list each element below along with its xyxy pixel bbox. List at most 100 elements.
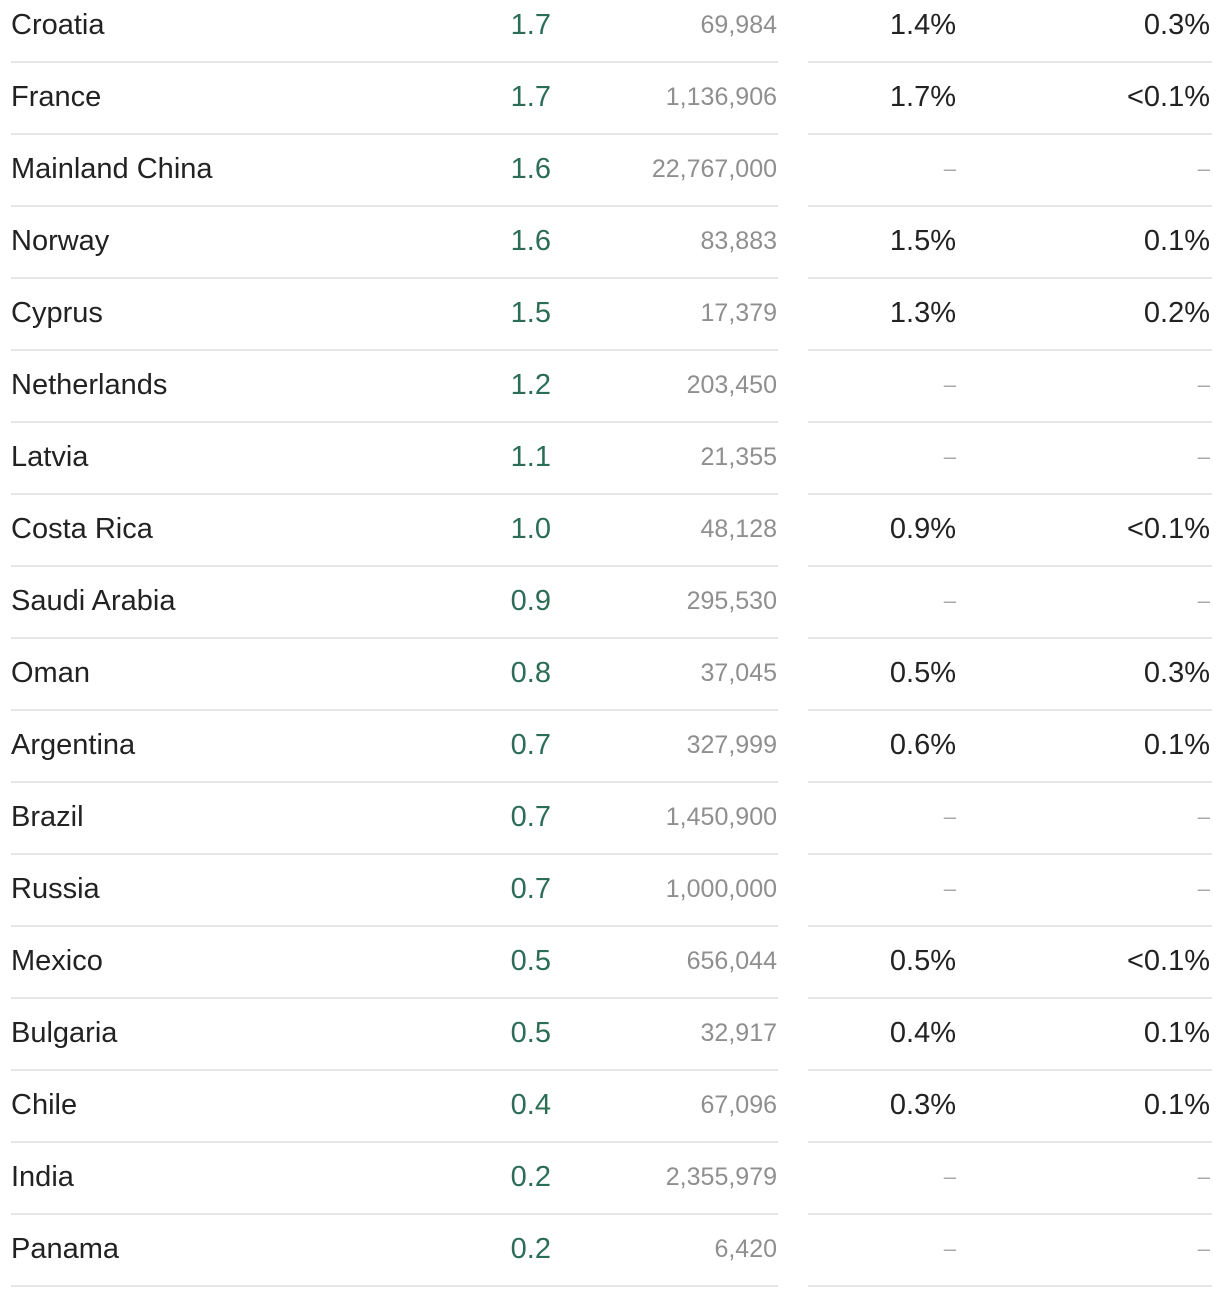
country-name-cell: Mexico (11, 945, 103, 977)
row-divider-left (11, 637, 778, 639)
row-divider-right (808, 1213, 1212, 1215)
rate-cell: 0.9 (510, 585, 551, 617)
table-row: Saudi Arabia 0.9 295,530 – – (0, 576, 1220, 648)
row-divider-left (11, 61, 778, 63)
country-name-cell: Brazil (11, 801, 84, 833)
row-divider-right (808, 205, 1212, 207)
country-name-cell: Mainland China (11, 153, 213, 185)
table-row: Russia 0.7 1,000,000 – – (0, 864, 1220, 936)
rate-cell: 0.7 (510, 801, 551, 833)
row-divider-right (808, 493, 1212, 495)
percent-first-cell: – (943, 804, 956, 829)
rate-cell: 0.7 (510, 729, 551, 761)
table-row: Mexico 0.5 656,044 0.5% <0.1% (0, 936, 1220, 1008)
country-name-cell: India (11, 1161, 74, 1193)
count-cell: 1,136,906 (665, 83, 777, 111)
table-row: Oman 0.8 37,045 0.5% 0.3% (0, 648, 1220, 720)
count-cell: 327,999 (686, 731, 777, 759)
country-name-cell: Costa Rica (11, 513, 153, 545)
table-row: Bulgaria 0.5 32,917 0.4% 0.1% (0, 1008, 1220, 1080)
row-divider-left (11, 133, 778, 135)
count-cell: 67,096 (700, 1091, 777, 1119)
rate-cell: 1.7 (510, 9, 551, 41)
rate-cell: 1.2 (510, 369, 551, 401)
row-divider-left (11, 277, 778, 279)
percent-first-cell: – (943, 156, 956, 181)
rate-cell: 1.0 (510, 513, 551, 545)
country-name-cell: Latvia (11, 441, 89, 473)
count-cell: 656,044 (686, 947, 777, 975)
percent-second-cell: – (1197, 372, 1210, 397)
row-divider-left (11, 493, 778, 495)
count-cell: 37,045 (700, 659, 777, 687)
row-divider-left (11, 1069, 778, 1071)
country-name-cell: Saudi Arabia (11, 585, 176, 617)
rate-cell: 0.7 (510, 873, 551, 905)
row-divider-right (808, 925, 1212, 927)
table-row: Panama 0.2 6,420 – – (0, 1224, 1220, 1296)
country-name-cell: Netherlands (11, 369, 168, 401)
count-cell: 1,450,900 (665, 803, 777, 831)
count-cell: 295,530 (686, 587, 777, 615)
row-divider-left (11, 1141, 778, 1143)
row-divider-left (11, 1213, 778, 1215)
table-row: Croatia 1.7 69,984 1.4% 0.3% (0, 0, 1220, 72)
row-divider-right (808, 1141, 1212, 1143)
row-divider-left (11, 925, 778, 927)
percent-second-cell: 0.2% (1143, 297, 1210, 329)
rate-cell: 0.5 (510, 945, 551, 977)
percent-first-cell: 1.5% (889, 225, 956, 257)
percent-first-cell: 0.5% (889, 945, 956, 977)
percent-second-cell: – (1197, 444, 1210, 469)
count-cell: 32,917 (700, 1019, 777, 1047)
count-cell: 48,128 (700, 515, 777, 543)
row-divider-left (11, 781, 778, 783)
row-divider-right (808, 781, 1212, 783)
rate-cell: 0.2 (510, 1161, 551, 1193)
row-divider-left (11, 853, 778, 855)
country-name-cell: Chile (11, 1089, 78, 1121)
percent-second-cell: 0.3% (1143, 9, 1210, 41)
rate-cell: 0.8 (510, 657, 551, 689)
row-divider-right (808, 709, 1212, 711)
percent-second-cell: 0.3% (1143, 657, 1210, 689)
count-cell: 1,000,000 (665, 875, 777, 903)
rate-cell: 1.1 (510, 441, 551, 473)
count-cell: 203,450 (686, 371, 777, 399)
row-divider-right (808, 349, 1212, 351)
country-name-cell: France (11, 81, 102, 113)
country-name-cell: Russia (11, 873, 100, 905)
row-divider-right (808, 853, 1212, 855)
rate-cell: 1.6 (510, 153, 551, 185)
rate-cell: 0.4 (510, 1089, 551, 1121)
count-cell: 2,355,979 (665, 1163, 777, 1191)
rate-cell: 1.5 (510, 297, 551, 329)
count-cell: 6,420 (714, 1235, 777, 1263)
row-divider-right (808, 565, 1212, 567)
country-name-cell: Norway (11, 225, 110, 257)
percent-first-cell: – (943, 588, 956, 613)
rate-cell: 0.5 (510, 1017, 551, 1049)
percent-second-cell: 0.1% (1143, 225, 1210, 257)
table-row: Latvia 1.1 21,355 – – (0, 432, 1220, 504)
row-divider-right (808, 421, 1212, 423)
percent-first-cell: 0.9% (889, 513, 956, 545)
row-divider-left (11, 1285, 778, 1287)
count-cell: 83,883 (700, 227, 777, 255)
row-divider-right (808, 1069, 1212, 1071)
percent-first-cell: 1.4% (889, 9, 956, 41)
table-row: France 1.7 1,136,906 1.7% <0.1% (0, 72, 1220, 144)
table-row: Brazil 0.7 1,450,900 – – (0, 792, 1220, 864)
rate-cell: 0.2 (510, 1233, 551, 1265)
country-name-cell: Cyprus (11, 297, 103, 329)
table-row: Norway 1.6 83,883 1.5% 0.1% (0, 216, 1220, 288)
row-divider-left (11, 565, 778, 567)
percent-second-cell: – (1197, 804, 1210, 829)
row-divider-right (808, 1285, 1212, 1287)
percent-first-cell: – (943, 444, 956, 469)
percent-second-cell: – (1197, 1236, 1210, 1261)
percent-first-cell: – (943, 876, 956, 901)
percent-first-cell: – (943, 372, 956, 397)
percent-second-cell: 0.1% (1143, 1017, 1210, 1049)
percent-first-cell: 0.4% (889, 1017, 956, 1049)
